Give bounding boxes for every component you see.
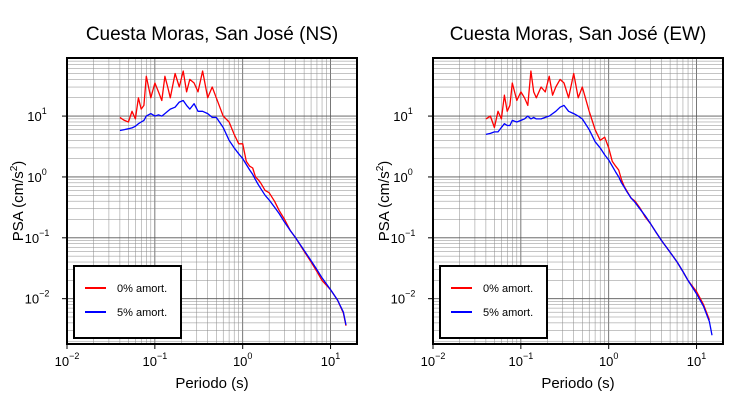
x-tick-label: 10−2 [55, 351, 80, 369]
y-tick-label: 100 [393, 167, 412, 185]
plot-frame [432, 57, 724, 345]
x-axis-label: Periodo (s) [175, 375, 248, 392]
y-tick-label: 101 [27, 106, 46, 124]
legend-box [439, 265, 548, 339]
y-tick-label: 10−1 [391, 228, 416, 246]
x-tick-label: 100 [599, 351, 618, 369]
chart-panel-ns: Cuesta Moras, San José (NS) 10−2 10−1 100 1… [9, 24, 358, 392]
y-axis-label: PSA (cm/s2) [9, 161, 27, 242]
legend-label-5pct: 5% amort. [117, 307, 167, 319]
legend-label-5pct: 5% amort. [483, 307, 533, 319]
x-tick-label: 100 [233, 351, 252, 369]
legend-label-0pct: 0% amort. [117, 283, 167, 295]
x-axis-ticks: 10−2 10−1 100 101 [55, 344, 340, 369]
y-tick-label: 10−2 [391, 289, 416, 307]
legend-label-0pct: 0% amort. [483, 283, 533, 295]
x-tick-label: 101 [687, 351, 706, 369]
plot-frame [66, 57, 358, 345]
y-axis-ticks: 10−2 10−1 100 101 [391, 106, 433, 307]
series-line-5pct [119, 99, 347, 326]
y-tick-label: 101 [393, 106, 412, 124]
legend: 0% amort. 5% amort. [439, 265, 548, 339]
x-axis-ticks: 10−2 10−1 100 101 [421, 344, 706, 369]
y-tick-label: 100 [27, 167, 46, 185]
series-layer [119, 70, 347, 326]
chart-title: Cuesta Moras, San José (NS) [86, 24, 338, 45]
x-tick-label: 10−1 [142, 351, 167, 369]
series-line-5pct [485, 104, 713, 336]
y-tick-label: 10−1 [25, 228, 50, 246]
y-axis-label: PSA (cm/s2) [375, 161, 393, 242]
legend-box [73, 265, 182, 339]
y-axis-ticks: 10−2 10−1 100 101 [25, 106, 67, 307]
series-layer [485, 70, 713, 336]
y-tick-label: 10−2 [25, 289, 50, 307]
chart-panel-ew: Cuesta Moras, San José (EW) 10−2 10−1 100 1… [375, 24, 724, 392]
x-tick-label: 101 [321, 351, 340, 369]
x-tick-label: 10−1 [508, 351, 533, 369]
chart-title: Cuesta Moras, San José (EW) [450, 24, 707, 45]
grid [66, 57, 358, 344]
legend: 0% amort. 5% amort. [73, 265, 182, 339]
x-tick-label: 10−2 [421, 351, 446, 369]
x-axis-label: Periodo (s) [541, 375, 614, 392]
